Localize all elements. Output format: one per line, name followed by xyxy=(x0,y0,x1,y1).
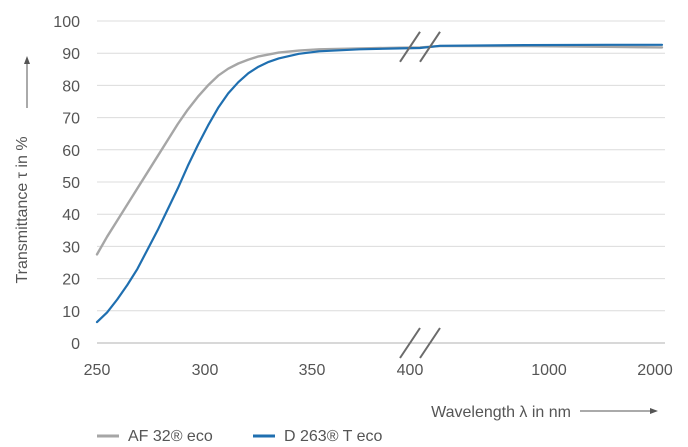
y-tick-label: 80 xyxy=(62,78,80,95)
x-tick-label: 350 xyxy=(299,362,326,379)
axis-break-mark xyxy=(419,327,441,359)
axis-break-mark xyxy=(399,31,421,63)
x-tick-labels: 250 300 350 400 1000 2000 xyxy=(84,362,673,379)
x-tick-label: 400 xyxy=(397,362,424,379)
x-tick-label: 300 xyxy=(192,362,219,379)
y-tick-label: 100 xyxy=(53,14,80,31)
y-tick-labels: 0 10 20 30 40 50 60 70 80 90 100 xyxy=(53,14,80,353)
x-tick-label: 1000 xyxy=(531,362,567,379)
y-tick-label: 50 xyxy=(62,175,80,192)
legend-label-af32: AF 32® eco xyxy=(128,428,213,445)
legend-label-d263: D 263® T eco xyxy=(284,428,382,445)
y-tick-label: 40 xyxy=(62,207,80,224)
y-tick-label: 90 xyxy=(62,46,80,63)
x-tick-label: 250 xyxy=(84,362,111,379)
y-axis-label: Transmittance τ in % xyxy=(14,136,31,283)
series-lines xyxy=(95,43,664,324)
y-tick-label: 0 xyxy=(71,336,80,353)
x-axis-arrowhead xyxy=(650,408,658,414)
y-axis-arrowhead xyxy=(24,56,30,64)
x-tick-label: 2000 xyxy=(637,362,673,379)
y-tick-label: 70 xyxy=(62,111,80,128)
legend: AF 32® eco D 263® T eco xyxy=(97,428,382,445)
axis-break-marks xyxy=(399,31,441,359)
y-tick-label: 20 xyxy=(62,272,80,289)
x-axis-label: Wavelength λ in nm xyxy=(431,404,571,421)
y-tick-label: 10 xyxy=(62,304,80,321)
axis-break-mark xyxy=(419,31,441,63)
y-tick-label: 60 xyxy=(62,143,80,160)
grid-lines xyxy=(97,20,665,344)
axis-break-mark xyxy=(399,327,421,359)
series-line-d263 xyxy=(95,43,664,324)
y-tick-label: 30 xyxy=(62,239,80,256)
